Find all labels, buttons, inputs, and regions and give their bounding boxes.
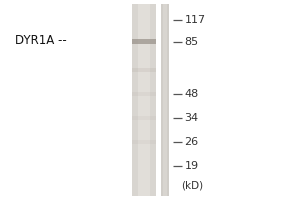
Text: 117: 117 (184, 15, 206, 25)
Text: 19: 19 (184, 161, 199, 171)
Bar (160, 4, 169, 196)
Bar (132, 140, 156, 144)
Text: 48: 48 (184, 89, 199, 99)
Bar (132, 39, 156, 44)
Bar (132, 4, 156, 196)
Text: 34: 34 (184, 113, 199, 123)
Bar (132, 116, 156, 120)
Text: 26: 26 (184, 137, 199, 147)
Bar (132, 92, 156, 96)
Text: (kD): (kD) (182, 181, 204, 191)
Bar (132, 68, 156, 72)
Bar (138, 4, 150, 196)
Text: 85: 85 (184, 37, 199, 47)
Bar (163, 4, 167, 196)
Text: DYR1A --: DYR1A -- (15, 33, 67, 46)
